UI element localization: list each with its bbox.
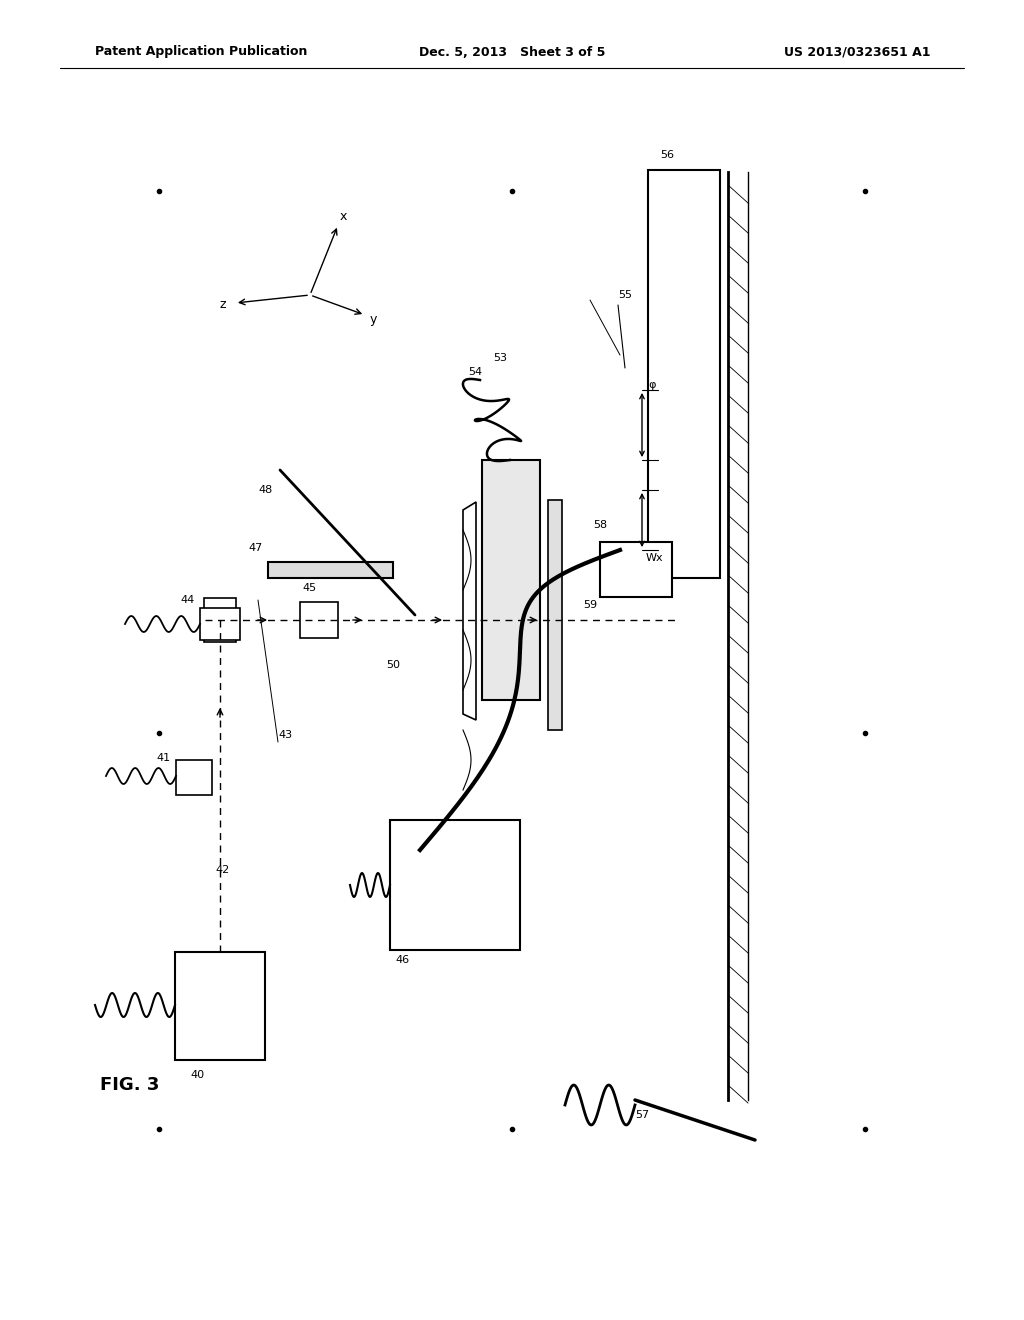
Text: Patent Application Publication: Patent Application Publication (95, 45, 307, 58)
Text: 44: 44 (180, 595, 195, 605)
Text: 56: 56 (660, 150, 674, 160)
Text: FIG. 3: FIG. 3 (100, 1076, 160, 1094)
Polygon shape (548, 500, 562, 730)
Bar (268, 562, 393, 578)
Text: 42: 42 (215, 865, 229, 875)
Bar (175, 952, 265, 1060)
Text: 43: 43 (278, 730, 292, 741)
Text: z: z (220, 298, 226, 312)
Bar (300, 602, 338, 638)
Text: 55: 55 (618, 290, 632, 300)
Text: 54: 54 (468, 367, 482, 378)
Text: 50: 50 (386, 660, 400, 671)
Text: 53: 53 (493, 352, 507, 363)
Text: y: y (370, 313, 378, 326)
Text: 47: 47 (248, 543, 262, 553)
Text: 48: 48 (258, 484, 272, 495)
Bar (176, 760, 212, 795)
Text: US 2013/0323651 A1: US 2013/0323651 A1 (783, 45, 930, 58)
Bar (204, 598, 236, 642)
Bar (482, 459, 540, 700)
Text: x: x (340, 210, 347, 223)
Text: 58: 58 (593, 520, 607, 531)
Text: 45: 45 (302, 583, 316, 593)
Polygon shape (463, 502, 476, 719)
Text: Dec. 5, 2013   Sheet 3 of 5: Dec. 5, 2013 Sheet 3 of 5 (419, 45, 605, 58)
Text: Wx: Wx (646, 553, 664, 564)
Text: lφ: lφ (646, 380, 656, 389)
Bar (200, 609, 240, 640)
Bar (600, 543, 672, 597)
Text: 46: 46 (395, 954, 410, 965)
Text: 40: 40 (190, 1071, 204, 1080)
Bar (390, 820, 520, 950)
Text: 59: 59 (583, 601, 597, 610)
Text: 57: 57 (635, 1110, 649, 1119)
Bar (648, 170, 720, 578)
Text: 41: 41 (156, 752, 170, 763)
